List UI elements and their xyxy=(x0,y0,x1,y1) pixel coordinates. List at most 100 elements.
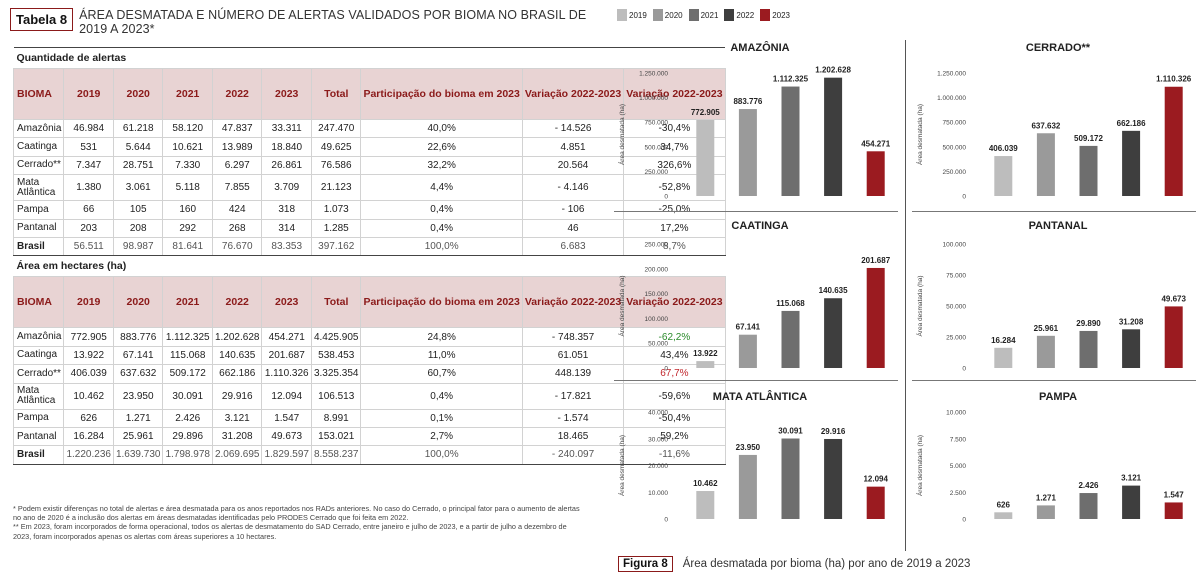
bar xyxy=(824,438,843,519)
table-cell: - 1.574 xyxy=(521,408,625,428)
bar xyxy=(994,156,1013,196)
column-header: Variação 2022-2023 xyxy=(521,276,625,329)
legend-label: 2022 xyxy=(736,10,755,20)
table-cell: 11,0% xyxy=(360,345,523,366)
column-header: 2023 xyxy=(261,68,312,120)
table-cell: 7.855 xyxy=(211,174,263,202)
row-label: Pampa xyxy=(12,408,65,428)
bar-value-label: 31.208 xyxy=(1119,317,1144,326)
bar xyxy=(994,512,1013,519)
table-cell: 30.091 xyxy=(162,382,213,410)
row-label: Caatinga xyxy=(12,137,65,157)
bar-value-label: 626 xyxy=(997,500,1011,509)
bar xyxy=(1164,502,1183,519)
table-cell: 1.798.978 xyxy=(162,445,213,465)
row-label: Brasil xyxy=(12,445,65,465)
row-label: Pampa xyxy=(12,200,65,220)
bar-value-label: 2.426 xyxy=(1078,481,1099,490)
bar xyxy=(824,298,843,368)
bar xyxy=(1036,505,1055,519)
note: * Podem existir diferenças no total de a… xyxy=(13,504,580,523)
bar-value-label: 29.890 xyxy=(1076,319,1101,328)
legend-swatch xyxy=(688,9,699,21)
table-cell: 8.991 xyxy=(310,408,362,428)
y-axis-label: Área desmatada (ha) xyxy=(915,435,924,496)
table-cell: 201.687 xyxy=(261,345,312,366)
chart-panel: AMAZÔNIA Área desmatada (ha) 0 250.000 500.0… xyxy=(612,38,902,208)
table-cell: 268 xyxy=(211,218,263,238)
bar-chart: PANTANAL Área desmatada (ha) 0 25.000 50.000… xyxy=(915,220,1186,373)
bar xyxy=(866,486,885,519)
y-tick-label: 750.000 xyxy=(943,120,967,127)
column-header: Total xyxy=(310,276,362,329)
table-cell: 448.139 xyxy=(521,364,625,384)
y-axis-label: Área desmatada (ha) xyxy=(915,104,924,165)
table-row: Pantanal 203 208 292 268 314 1.285 0,4% 46 17,2% xyxy=(12,218,726,238)
y-axis-label: Área desmatada (ha) xyxy=(617,104,626,165)
table-cell: 10.621 xyxy=(162,137,213,157)
bar xyxy=(1122,485,1141,519)
bar-value-label: 509.172 xyxy=(1074,134,1103,143)
table-cell: 100,0% xyxy=(360,445,523,465)
table-cell: 33.311 xyxy=(261,118,312,139)
table-cell: 60,7% xyxy=(360,364,523,384)
table-cell: 47.837 xyxy=(211,118,263,139)
legend-item: 2022 xyxy=(724,9,754,21)
bar-value-label: 49.673 xyxy=(1161,294,1186,303)
legend-label: 2021 xyxy=(700,10,719,20)
y-tick-label: 1.000.000 xyxy=(937,95,966,102)
table-cell: 0,1% xyxy=(360,408,523,428)
bar-chart: MATA ATLÂNTICA Área desmatada (ha) 0 10.000… xyxy=(617,390,888,524)
legend-item: 2021 xyxy=(688,9,719,21)
table-cell: 46 xyxy=(521,218,625,238)
bar-value-label: 637.632 xyxy=(1031,121,1060,130)
bar-value-label: 1.112.325 xyxy=(773,75,809,84)
bar-value-label: 25.961 xyxy=(1034,324,1059,333)
table-cell: 28.751 xyxy=(112,155,164,176)
y-tick-label: 7.500 xyxy=(950,436,967,443)
y-tick-label: 100.000 xyxy=(943,242,967,249)
table-cell: 424 xyxy=(211,200,263,220)
figure-section: 2019 2020 2021 2022 2023 AMAZÔNIA Área desmat… xyxy=(612,0,1202,579)
table-cell: 1.110.326 xyxy=(261,364,312,384)
table-tag: Tabela 8 xyxy=(10,8,74,31)
y-tick-label: 750.000 xyxy=(645,120,669,127)
table-cell: 1.639.730 xyxy=(112,445,164,465)
column-header: BIOMA xyxy=(12,276,65,329)
table-cell: 24,8% xyxy=(360,327,523,347)
table-cell: 153.021 xyxy=(310,426,362,447)
figure-caption-text: Área desmatada por bioma (ha) por ano de… xyxy=(682,558,971,570)
bar-value-label: 67.141 xyxy=(736,323,761,332)
table-cell: 4.851 xyxy=(521,137,625,157)
y-tick-label: 0 xyxy=(664,366,668,373)
bar xyxy=(696,361,715,368)
table-cell: - 748.357 xyxy=(521,327,625,347)
chart-title: PAMPA xyxy=(1039,391,1077,403)
legend-item: 2019 xyxy=(617,9,647,21)
legend-item: 2023 xyxy=(760,9,790,21)
table-row: Brasil 1.220.236 1.639.730 1.798.978 2.069.6… xyxy=(12,445,726,465)
y-tick-label: 0 xyxy=(962,194,966,201)
table-cell: 883.776 xyxy=(112,327,164,347)
table-cell: 8,7% xyxy=(623,236,726,257)
table-cell: 3.709 xyxy=(261,174,312,202)
table-cell: 0,4% xyxy=(360,200,523,220)
bar xyxy=(1164,306,1183,368)
table-cell: 23.950 xyxy=(112,382,164,410)
table-cell: 66 xyxy=(63,200,114,220)
chart-title: PANTANAL xyxy=(1029,220,1088,232)
bar-chart: AMAZÔNIA Área desmatada (ha) 0 250.000 500.0… xyxy=(617,41,891,201)
y-tick-label: 0 xyxy=(962,517,966,524)
table-cell: 13.989 xyxy=(211,137,263,157)
table-cell: 637.632 xyxy=(112,364,164,384)
table-cell: 98.987 xyxy=(112,236,164,257)
bar xyxy=(1164,86,1183,196)
chart-title: CERRADO** xyxy=(1026,42,1091,54)
table-cell: 61.218 xyxy=(112,118,164,139)
bar xyxy=(1036,335,1055,368)
table-cell: 1.220.236 xyxy=(63,445,114,465)
bar xyxy=(824,77,843,196)
row-label: Cerrado** xyxy=(12,364,65,384)
table-cell: 626 xyxy=(63,408,114,428)
bar-value-label: 406.039 xyxy=(989,144,1018,153)
